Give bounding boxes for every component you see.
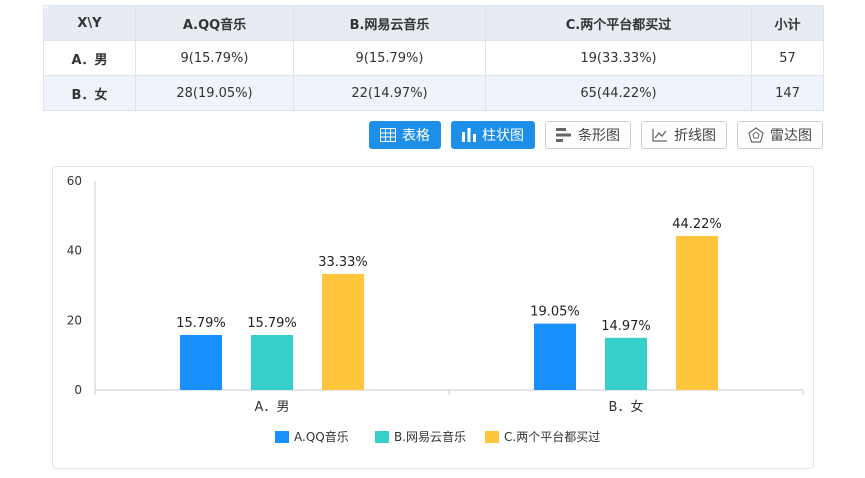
legend-swatch — [485, 431, 499, 443]
table-cell: 28(19.05%) — [135, 75, 294, 111]
header-both-platforms: C.两个平台都买过 — [485, 5, 752, 41]
bar-data-label: 15.79% — [247, 316, 297, 331]
horizontal-bar-view-button[interactable]: 条形图 — [545, 121, 631, 149]
radar-chart-view-button[interactable]: 雷达图 — [737, 121, 823, 149]
header-qq-music: A.QQ音乐 — [135, 5, 294, 41]
table-cell: 19(33.33%) — [485, 40, 752, 76]
table-view-button[interactable]: 表格 — [369, 121, 441, 149]
y-tick-label: 40 — [67, 244, 82, 258]
legend-label: B.网易云音乐 — [394, 429, 466, 444]
header-netease-music: B.网易云音乐 — [293, 5, 486, 41]
legend-label: C.两个平台都买过 — [504, 429, 600, 444]
table-cell: 22(14.97%) — [293, 75, 486, 111]
line-chart-icon — [652, 128, 668, 142]
row-label: B．女 — [43, 75, 136, 111]
radar-chart-view-label: 雷达图 — [770, 128, 812, 144]
row-label: A．男 — [43, 40, 136, 76]
bar-chart-icon — [462, 128, 476, 142]
header-corner: X\Y — [43, 5, 136, 41]
bar-data-label: 15.79% — [176, 316, 226, 331]
table-cell: 9(15.79%) — [135, 40, 294, 76]
bar-data-label: 19.05% — [530, 305, 580, 320]
x-category-label: B．女 — [609, 399, 644, 415]
bar — [676, 235, 718, 390]
table-icon — [380, 128, 396, 142]
bar-chart: 0 20 40 60 A．男 B．女 15.79% 19.05% 15.79% 14.97% 33.… — [67, 174, 804, 444]
horizontal-bar-view-label: 条形图 — [578, 128, 620, 144]
bar-data-label: 44.22% — [672, 217, 722, 232]
radar-chart-icon — [748, 127, 764, 143]
bar-data-label: 33.33% — [318, 255, 368, 270]
legend-label: A.QQ音乐 — [294, 429, 349, 444]
table-header-row: X\Y A.QQ音乐 B.网易云音乐 C.两个平台都买过 小计 — [43, 5, 824, 41]
table-cell: 65(44.22%) — [485, 75, 752, 111]
bar — [180, 334, 222, 390]
table-row: A．男 9(15.79%) 9(15.79%) 19(33.33%) 57 — [43, 40, 824, 76]
table-cell: 9(15.79%) — [293, 40, 486, 76]
bar — [534, 323, 576, 390]
table-cell: 57 — [751, 40, 824, 76]
x-category-label: A．男 — [255, 400, 290, 415]
legend-swatch — [375, 431, 389, 443]
table-row: B．女 28(19.05%) 22(14.97%) 65(44.22%) 147 — [43, 75, 824, 111]
bar — [322, 273, 364, 390]
crosstab-table: X\Y A.QQ音乐 B.网易云音乐 C.两个平台都买过 小计 A．男 9(15… — [43, 5, 824, 111]
y-tick-label: 60 — [67, 174, 82, 188]
bar — [251, 334, 293, 390]
line-chart-view-label: 折线图 — [674, 128, 716, 144]
legend-swatch — [275, 431, 289, 443]
bar — [605, 337, 647, 390]
table-view-label: 表格 — [402, 128, 430, 144]
header-subtotal: 小计 — [751, 5, 824, 41]
y-tick-label: 20 — [67, 313, 82, 327]
bar-chart-view-button[interactable]: 柱状图 — [451, 121, 535, 149]
bar-chart-view-label: 柱状图 — [482, 128, 524, 144]
bar-data-label: 14.97% — [601, 319, 651, 334]
chart-type-toolbar: 表格 柱状图 条形图 折线图 雷达图 — [369, 121, 823, 149]
line-chart-view-button[interactable]: 折线图 — [641, 121, 727, 149]
horizontal-bar-icon — [556, 128, 572, 142]
y-tick-label: 0 — [74, 383, 82, 397]
table-cell: 147 — [751, 75, 824, 111]
chart-card: 0 20 40 60 A．男 B．女 15.79% 19.05% 15.79% 14.97% 33.… — [52, 166, 814, 469]
